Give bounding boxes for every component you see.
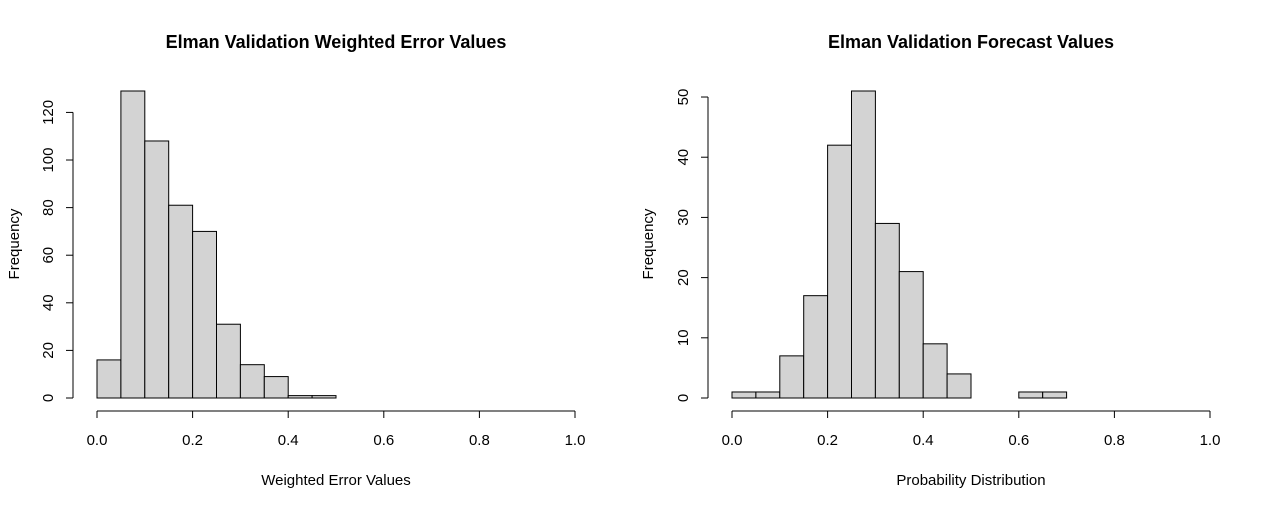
histogram-bar [755, 391, 781, 399]
y-tick-label: 10 [675, 329, 692, 346]
histogram-bar [120, 90, 146, 399]
y-axis-label: Frequency [6, 208, 23, 279]
y-tick-label: 60 [40, 247, 57, 264]
histogram-bar [144, 140, 170, 399]
histogram-bar [851, 90, 876, 399]
x-tick-label: 0.2 [817, 432, 838, 449]
histogram-weighted-error: Elman Validation Weighted Error Values W… [6, 32, 585, 489]
chart-title: Elman Validation Weighted Error Values [166, 32, 507, 52]
x-tick-label: 0.6 [1008, 432, 1029, 449]
histogram-bar [874, 222, 900, 399]
y-tick-label: 30 [675, 209, 692, 226]
y-tick-label: 0 [40, 394, 57, 402]
chart-title: Elman Validation Forecast Values [828, 32, 1114, 52]
y-axis: 0 20 40 60 80 100 120 [40, 100, 74, 402]
x-tick-label: 0.2 [182, 432, 203, 449]
bars [96, 90, 337, 399]
x-tick-label: 0.6 [373, 432, 394, 449]
x-axis-label: Weighted Error Values [261, 472, 411, 489]
histogram-bar [946, 373, 972, 399]
x-tick-label: 0.8 [1104, 432, 1125, 449]
y-tick-label: 100 [40, 147, 57, 172]
y-tick-label: 40 [40, 294, 57, 311]
x-tick-label: 0.4 [278, 432, 299, 449]
histogram-bar [216, 323, 241, 399]
histogram-bar [239, 364, 265, 399]
x-axis-label: Probability Distribution [896, 472, 1045, 489]
histogram-bar [192, 230, 218, 399]
y-axis-label: Frequency [640, 208, 657, 279]
bars [731, 90, 1068, 399]
histogram-bar [779, 355, 805, 399]
histogram-bar [287, 395, 313, 399]
x-tick-label: 0.4 [913, 432, 934, 449]
histogram-bar [731, 391, 757, 399]
histogram-bar [311, 395, 337, 399]
histogram-bar [1042, 391, 1068, 399]
histogram-bar [803, 295, 829, 399]
y-tick-label: 80 [40, 199, 57, 216]
x-axis: 0.0 0.2 0.4 0.6 0.8 1.0 [722, 410, 1221, 449]
y-tick-label: 20 [40, 342, 57, 359]
x-tick-label: 0.0 [722, 432, 743, 449]
y-tick-label: 50 [675, 89, 692, 106]
x-tick-label: 0.0 [87, 432, 108, 449]
y-tick-label: 120 [40, 100, 57, 125]
histogram-bar [898, 271, 924, 399]
histogram-forecast-values: Elman Validation Forecast Values Probabi… [640, 32, 1220, 489]
y-tick-label: 20 [675, 269, 692, 286]
y-tick-label: 0 [675, 394, 692, 402]
histogram-bar [922, 343, 948, 399]
x-axis: 0.0 0.2 0.4 0.6 0.8 1.0 [87, 410, 586, 449]
y-axis: 0 10 20 30 40 50 [675, 89, 709, 402]
x-tick-label: 1.0 [565, 432, 586, 449]
histogram-bar [96, 359, 122, 399]
x-tick-label: 0.8 [469, 432, 490, 449]
histogram-bar [827, 144, 852, 399]
histogram-bar [168, 204, 194, 399]
y-tick-label: 40 [675, 149, 692, 166]
histogram-bar [1018, 391, 1044, 399]
x-tick-label: 1.0 [1200, 432, 1221, 449]
histogram-bar [263, 376, 289, 399]
